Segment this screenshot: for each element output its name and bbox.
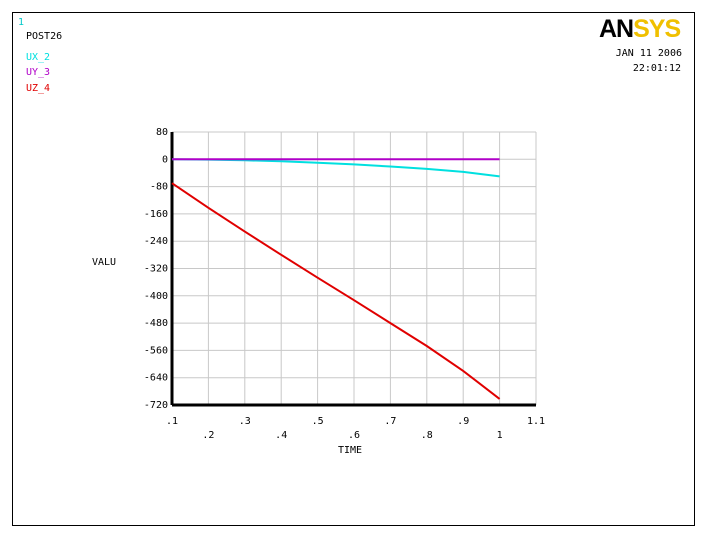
x-axis-label: TIME (338, 445, 363, 456)
x-tick-label: .8 (421, 430, 433, 441)
y-tick-label: -720 (144, 400, 168, 411)
module-title: POST26 (26, 31, 63, 42)
x-tick-label: .7 (384, 416, 396, 427)
y-tick-label: -320 (144, 264, 168, 275)
series-line-uz4 (171, 182, 501, 400)
date-stamp: JAN 11 2006 (615, 48, 682, 59)
axes (170, 132, 536, 407)
y-tick-label: -80 (150, 182, 168, 193)
legend-entry-uz4: UZ_4 (26, 83, 51, 94)
y-tick-label: 0 (162, 154, 168, 165)
x-tick-label: 1 (497, 430, 503, 441)
legend-entry-uy3: UY_3 (26, 67, 51, 78)
y-tick-label: -160 (144, 209, 168, 220)
window-number: 1 (18, 17, 25, 28)
y-axis-label: VALU (92, 257, 117, 268)
x-tick-label: 1.1 (527, 416, 545, 427)
grid (171, 131, 537, 406)
x-tick-label: .9 (457, 416, 469, 427)
x-tick-label: .1 (166, 416, 178, 427)
y-tick-label: -240 (144, 236, 168, 247)
x-tick-label: .5 (312, 416, 324, 427)
y-tick-label: -400 (144, 291, 168, 302)
x-tick-label: .6 (348, 430, 360, 441)
ansys-logo: ANSYS (599, 15, 681, 43)
legend-entry-ux2: UX_2 (26, 52, 51, 63)
y-tick-label: -640 (144, 373, 168, 384)
x-tick-label: .3 (239, 416, 251, 427)
series-lines (171, 158, 501, 400)
y-tick-label: -480 (144, 318, 168, 329)
y-tick-label: 80 (156, 127, 168, 138)
x-tick-label: .2 (202, 430, 214, 441)
time-stamp: 22:01:12 (632, 63, 681, 74)
y-tick-label: -560 (144, 345, 168, 356)
x-tick-label: .4 (275, 430, 287, 441)
series-line-ux2 (171, 158, 500, 178)
tick-labels: 80 0 -80 -160 -240 -320 -400 -480 -560 -640 -720 .1… (144, 127, 545, 441)
